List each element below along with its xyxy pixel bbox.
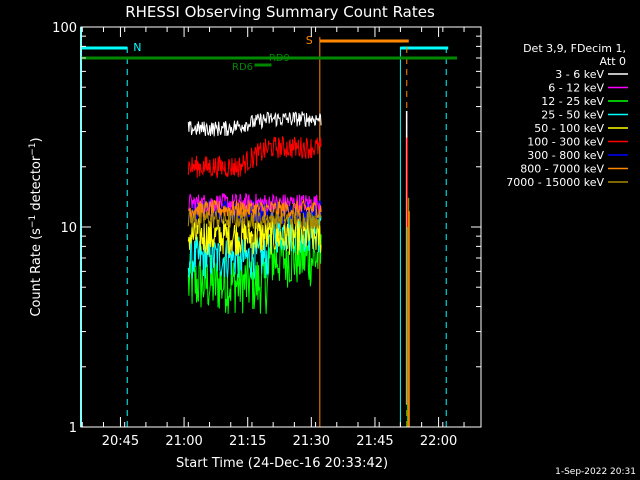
rd6-label: RD6 — [232, 62, 253, 73]
x-tick-label: 21:30 — [293, 434, 330, 449]
legend-header: Att 0 — [600, 55, 626, 68]
legend-entry-label: 3 - 6 keV — [555, 68, 604, 81]
y-axis-label: Count Rate (s−1 detector−1) — [28, 137, 44, 316]
x-tick-label: 21:15 — [229, 434, 266, 449]
series-layer — [187, 111, 410, 427]
y-tick-label: 1 — [69, 421, 77, 436]
legend-entry-label: 100 - 300 keV — [527, 136, 604, 149]
legend-entry-label: 6 - 12 keV — [548, 82, 604, 95]
legend-entry-label: 7000 - 15000 keV — [506, 176, 604, 189]
y-tick-label: 100 — [52, 21, 77, 36]
series-line — [187, 135, 322, 179]
legend-entry-label: 50 - 100 keV — [534, 122, 604, 135]
x-tick-label: 20:45 — [102, 434, 139, 449]
night-label: N — [133, 41, 141, 54]
series-line — [187, 111, 322, 137]
x-tick-label: 21:00 — [165, 434, 202, 449]
x-tick-label: 21:45 — [356, 434, 393, 449]
legend-entry-label: 800 - 7000 keV — [520, 163, 604, 176]
saa-label: S — [306, 34, 313, 47]
legend-entry-label: 12 - 25 keV — [541, 95, 604, 108]
rd9-label: RD9 — [269, 53, 290, 64]
x-tick-label: 22:00 — [420, 434, 457, 449]
legend-header: Det 3,9, FDecim 1, — [523, 42, 626, 55]
series-line — [187, 198, 322, 219]
legend-entry-label: 25 - 50 keV — [541, 109, 604, 122]
y-tick-label: 10 — [60, 221, 77, 236]
date-stamp: 1-Sep-2022 20:31 — [555, 467, 636, 477]
x-axis-label: Start Time (24-Dec-16 20:33:42) — [176, 456, 388, 471]
legend-entry-label: 300 - 800 keV — [527, 149, 604, 162]
chart-title: RHESSI Observing Summary Count Rates — [125, 3, 435, 21]
axis-ticks: 20:45 21:00 21:15 21:30 21:45 22:00 1 10 100 — [52, 21, 481, 449]
series-line — [187, 216, 322, 256]
